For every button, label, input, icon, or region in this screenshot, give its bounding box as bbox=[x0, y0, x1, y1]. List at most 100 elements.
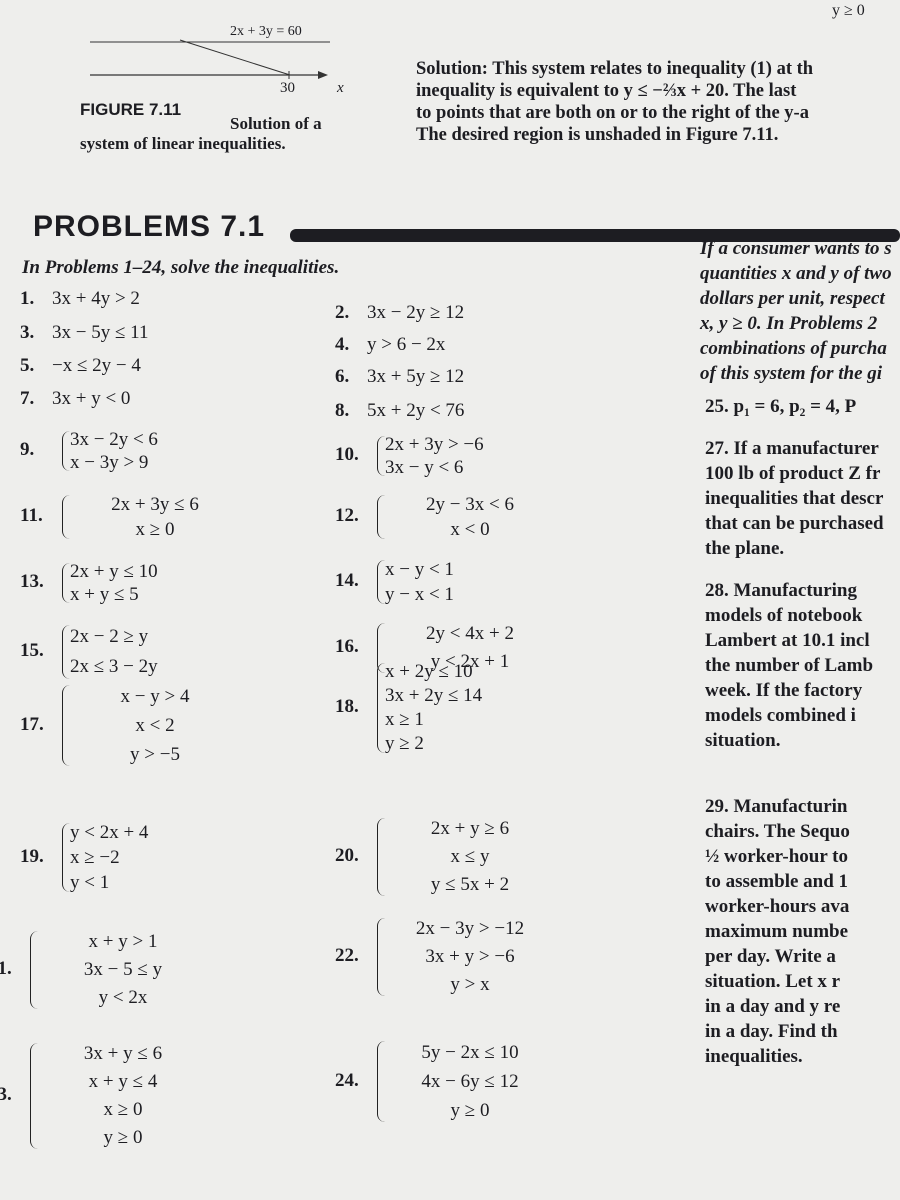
brace bbox=[62, 495, 71, 539]
problem-line: 2x + 3y ≤ 6 bbox=[111, 494, 199, 515]
problem-line: 2x + 3y > −6 bbox=[385, 434, 484, 455]
problem-line: x − y > 4 bbox=[120, 686, 190, 707]
problem-system: 2y < 4x + 2 y < 2x + 1 bbox=[385, 620, 555, 676]
brace bbox=[62, 563, 71, 603]
problem-number: 5. bbox=[20, 355, 35, 376]
right-column-line: of this system for the gi bbox=[700, 363, 883, 384]
right-column-line: chairs. The Sequo bbox=[705, 821, 850, 842]
problem-line: 2x − 2 ≥ y bbox=[70, 626, 149, 647]
problem-line: x + y ≤ 4 bbox=[88, 1071, 158, 1092]
brace bbox=[62, 625, 71, 679]
axis-arrow bbox=[318, 71, 328, 79]
right-column-line: worker-hours ava bbox=[705, 896, 850, 917]
problem-expression: 3x + y < 0 bbox=[52, 388, 131, 409]
problem-line: y < 1 bbox=[70, 872, 110, 893]
figure-graphics bbox=[90, 39, 900, 242]
problem-number: 4. bbox=[335, 334, 350, 355]
problem-line: 2x − 3y > −12 bbox=[415, 918, 525, 939]
problem-system: 2x − 2 ≥ y 2x ≤ 3 − 2y bbox=[70, 622, 240, 682]
right-column-line: Lambert at 10.1 incl bbox=[705, 630, 870, 651]
problem-number: 17. bbox=[20, 713, 44, 735]
problem-line: 3x − 5 ≤ y bbox=[83, 959, 163, 980]
right-column-line: combinations of purcha bbox=[700, 338, 887, 359]
problem-system: 5y − 2x ≤ 10 4x − 6y ≤ 12 y ≥ 0 bbox=[385, 1038, 555, 1125]
problem-system: 2x − 3y > −12 3x + y > −6 y > x bbox=[385, 915, 555, 999]
problem-number: 15. bbox=[20, 640, 44, 661]
problem-line: 4x − 6y ≤ 12 bbox=[421, 1071, 519, 1092]
right-column-line: 29. Manufacturin bbox=[705, 796, 848, 817]
problem-line: 3x + y > −6 bbox=[425, 946, 515, 967]
problem-line: y > x bbox=[450, 974, 490, 995]
brace bbox=[377, 436, 386, 476]
problem-line: 2y < 4x + 2 bbox=[426, 623, 514, 644]
problem-line: x + 2y ≤ 10 bbox=[385, 661, 473, 682]
problem-line: x ≥ 0 bbox=[103, 1099, 143, 1120]
right-column-line: ½ worker-hour to bbox=[705, 846, 849, 867]
problem-line: x ≤ y bbox=[450, 846, 490, 867]
problem-number: 13. bbox=[20, 571, 44, 592]
right-column-line: inequalities that descr bbox=[705, 488, 884, 509]
brace bbox=[377, 918, 386, 996]
solution-line: Solution: This system relates to inequal… bbox=[416, 59, 814, 79]
axis-label: x bbox=[337, 80, 344, 96]
problem-number: 22. bbox=[335, 945, 359, 966]
problem-expression: 5x + 2y < 76 bbox=[367, 400, 465, 421]
right-column-line: If a consumer wants to s bbox=[700, 238, 892, 259]
problem-line: 3x + 2y ≤ 14 bbox=[385, 685, 483, 706]
section-rule bbox=[290, 229, 900, 242]
problem-system: 2x + y ≤ 10 x + y ≤ 5 bbox=[70, 560, 240, 606]
brace bbox=[377, 560, 386, 604]
brace bbox=[30, 931, 39, 1009]
problem-system: x + y > 1 3x − 5 ≤ y y < 2x bbox=[38, 928, 208, 1012]
problem-system: x + 2y ≤ 10 3x + 2y ≤ 14 x ≥ 1 y ≥ 2 bbox=[385, 660, 555, 756]
right-column-line: 100 lb of product Z fr bbox=[705, 463, 881, 484]
right-column-line: quantities x and y of two bbox=[700, 263, 892, 284]
problem-line: 2x + y ≤ 10 bbox=[70, 561, 158, 582]
problem-number: 20. bbox=[335, 845, 359, 866]
problem-number: 1. bbox=[20, 288, 35, 309]
problem-system: 2x + 3y ≤ 6 x ≥ 0 bbox=[70, 492, 240, 542]
problem-line: y < 2x + 1 bbox=[430, 651, 510, 672]
problem-system: x − y > 4 x < 2 y > −5 bbox=[70, 682, 240, 769]
problem-line: y ≤ 5x + 2 bbox=[430, 874, 510, 895]
equation-label: 2x + 3y = 60 bbox=[230, 24, 302, 39]
problem-line: 3x − 2y < 6 bbox=[70, 429, 158, 450]
right-column-line: inequalities. bbox=[705, 1046, 803, 1067]
problem-line: x − y < 1 bbox=[385, 559, 454, 580]
right-column-line: 25. p₁ = 6, p₂ = 4, P bbox=[705, 396, 857, 417]
caption: Solution of a bbox=[230, 114, 322, 133]
right-column-line: situation. Let x r bbox=[705, 971, 841, 992]
problem-line: 2x + y ≥ 6 bbox=[430, 818, 510, 839]
problem-number: 10. bbox=[335, 444, 359, 465]
right-column-line: maximum numbe bbox=[705, 921, 849, 942]
right-column-line: to assemble and 1 bbox=[705, 871, 849, 892]
problem-expression: 3x − 5y ≤ 11 bbox=[52, 322, 149, 343]
right-column-line: week. If the factory bbox=[705, 680, 863, 701]
problem-number: 18. bbox=[335, 696, 359, 717]
right-column-line: x, y ≥ 0. In Problems 2 bbox=[700, 313, 878, 334]
problem-number: 14. bbox=[335, 570, 359, 591]
y-label: y ≥ 0 bbox=[832, 2, 865, 19]
right-column-line: the plane. bbox=[705, 538, 785, 559]
tick-label: 30 bbox=[280, 80, 295, 96]
problem-number: 16. bbox=[335, 636, 359, 657]
brace bbox=[62, 431, 71, 471]
solution-line: inequality is equivalent to y ≤ −⅔x + 20… bbox=[416, 81, 797, 101]
caption-number: FIGURE 7.11 bbox=[80, 100, 182, 119]
problem-number: 9. bbox=[20, 439, 35, 460]
right-column-line: models combined i bbox=[705, 705, 856, 726]
problem-line: y < 2x bbox=[98, 987, 148, 1008]
problem-line: x + y > 1 bbox=[88, 931, 158, 952]
problem-line: x ≥ 1 bbox=[385, 709, 424, 730]
problem-line: x ≥ −2 bbox=[70, 847, 120, 868]
right-column-line: that can be purchased bbox=[705, 513, 884, 534]
problem-number: 19. bbox=[20, 845, 44, 867]
right-column-line: in a day. Find th bbox=[705, 1021, 838, 1042]
problem-number: 8. bbox=[335, 400, 350, 421]
right-column-line: 28. Manufacturing bbox=[705, 580, 857, 601]
problem-line: y > −5 bbox=[130, 744, 180, 765]
boundary-line bbox=[179, 39, 291, 76]
brace bbox=[62, 685, 71, 766]
